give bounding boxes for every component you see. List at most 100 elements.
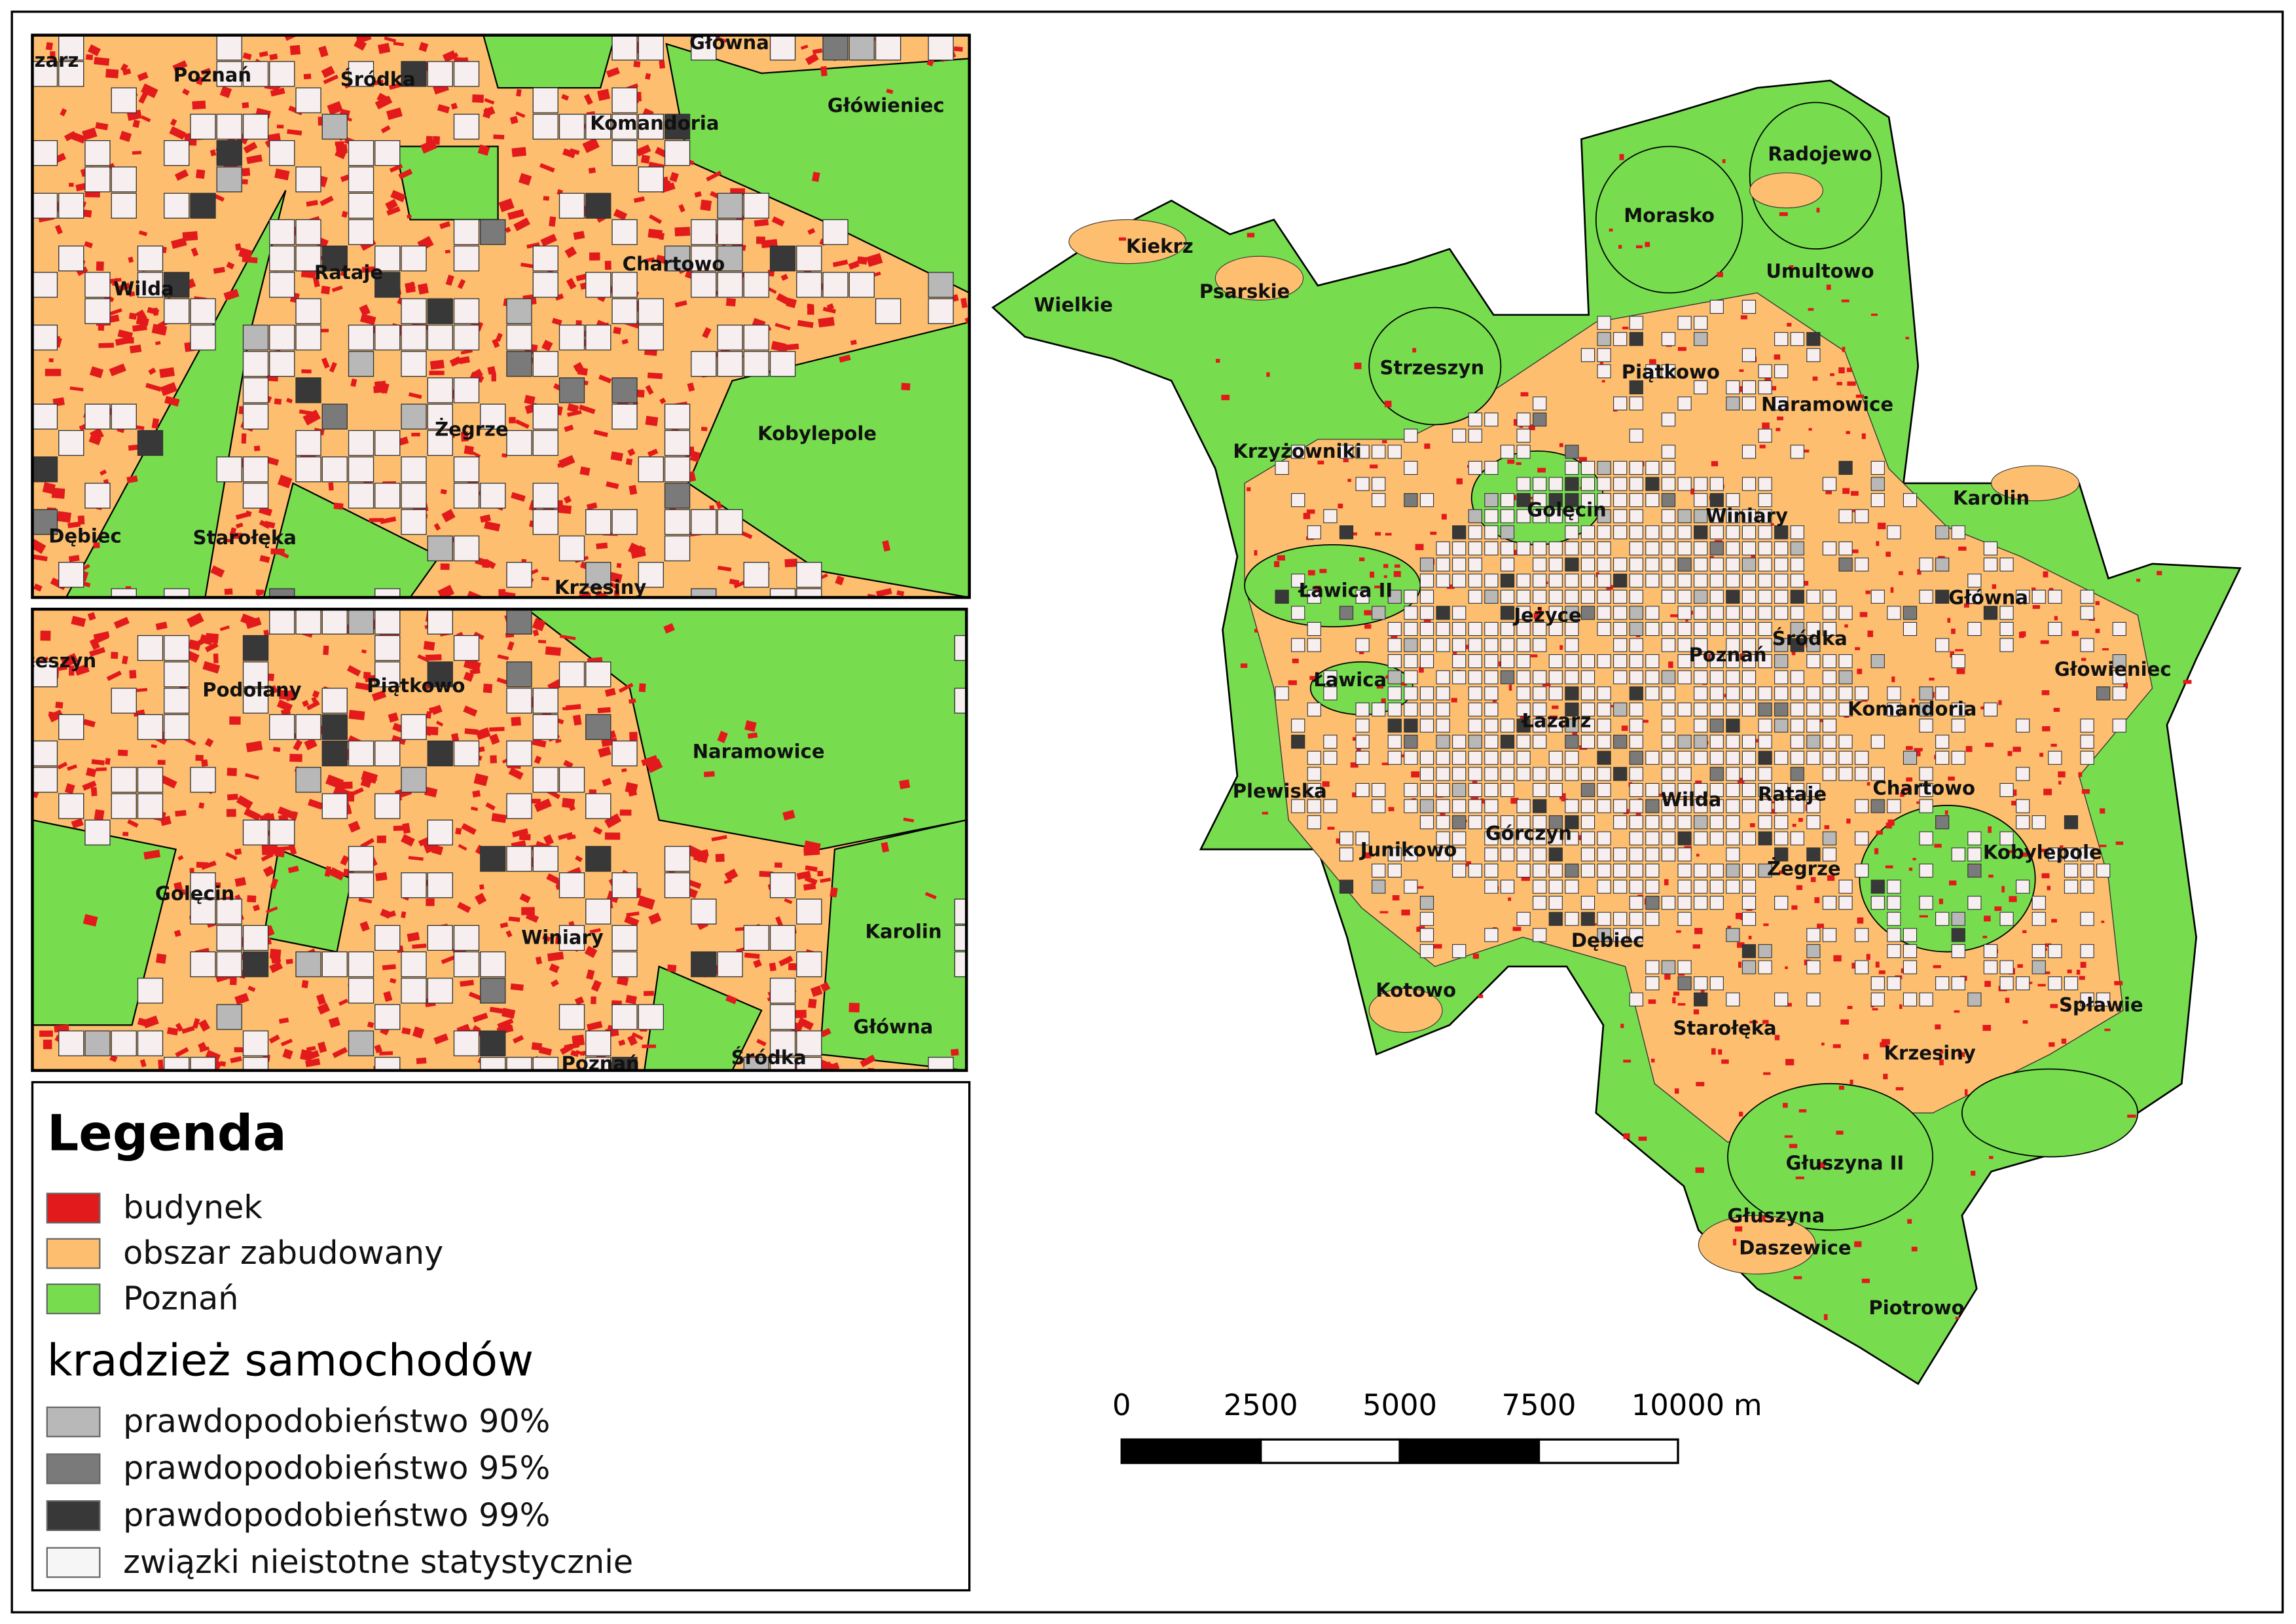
grid-cell: [1790, 638, 1804, 652]
grid-cell: [1500, 574, 1515, 588]
building: [369, 517, 384, 523]
grid-cell: [1372, 863, 1386, 878]
grid-cell: [638, 113, 664, 140]
grid-cell: [1484, 831, 1499, 845]
grid-cell: [585, 272, 611, 298]
grid-cell: [532, 714, 558, 740]
place-label: Piotrowo: [1868, 1297, 1964, 1319]
grid-cell: [954, 688, 967, 714]
grid-cell: [1935, 815, 1950, 830]
building: [472, 1012, 488, 1023]
grid-cell: [1694, 477, 1708, 491]
grid-cell: [32, 193, 58, 219]
grid-cell: [1500, 767, 1515, 781]
building: [753, 959, 762, 969]
grid-cell: [1533, 799, 1547, 813]
grid-cell: [1419, 767, 1434, 781]
place-label: Wielkie: [1034, 293, 1113, 316]
building: [2009, 896, 2017, 902]
grid-cell: [1903, 992, 1918, 1006]
grid-cell: [1500, 670, 1515, 684]
building: [1533, 612, 1540, 619]
grid-cell: [1709, 493, 1724, 507]
grid-cell: [137, 793, 164, 819]
grid-cell: [1694, 621, 1708, 637]
building: [293, 739, 303, 751]
grid-cell: [1726, 879, 1740, 894]
building: [1833, 955, 1842, 962]
grid-cell: [1516, 621, 1531, 637]
building: [1917, 569, 1922, 575]
grid-cell: [1452, 638, 1467, 652]
building: [143, 849, 161, 860]
building: [1886, 551, 1891, 557]
building: [2001, 885, 2005, 893]
grid-cell: [401, 403, 427, 430]
grid-cell: [1726, 992, 1740, 1006]
building: [1768, 386, 1777, 391]
grid-cell: [1645, 606, 1660, 620]
grid-cell: [1597, 831, 1611, 845]
grid-cell: [1468, 541, 1482, 556]
grid-cell: [1404, 428, 1418, 443]
grid-cell: [1533, 896, 1547, 910]
grid-cell: [1436, 670, 1450, 684]
grid-cell: [1951, 718, 1965, 733]
grid-cell: [1790, 557, 1804, 572]
building: [109, 363, 126, 377]
scale-segment: [1398, 1438, 1540, 1464]
place-label: Główna: [1948, 587, 2028, 609]
grid-cell: [453, 324, 480, 351]
grid-cell: [611, 113, 638, 140]
building: [223, 289, 240, 301]
grid-cell: [401, 456, 427, 483]
grid-cell: [1758, 589, 1772, 604]
grid-cell: [295, 609, 321, 635]
building: [82, 209, 92, 218]
grid-cell: [1484, 460, 1499, 475]
building: [1971, 1170, 1976, 1176]
grid-cell: [321, 740, 348, 767]
building: [463, 705, 478, 717]
building: [468, 991, 483, 1001]
grid-cell: [796, 951, 822, 978]
building: [103, 479, 109, 485]
grid-cell: [1758, 863, 1772, 878]
grid-cell: [1516, 413, 1531, 427]
grid-cell: [1999, 557, 2014, 572]
grid-cell: [1919, 831, 1933, 845]
grid-cell: [1355, 783, 1370, 798]
grid-cell: [1935, 525, 1950, 540]
grid-cell: [1548, 718, 1563, 733]
building: [1866, 953, 1870, 960]
building: [234, 877, 247, 887]
grid-cell: [1726, 509, 1740, 523]
grid-cell: [1565, 557, 1579, 572]
grid-cell: [506, 740, 532, 767]
grid-cell: [1484, 863, 1499, 878]
grid-cell: [137, 246, 164, 272]
grid-cell: [1790, 799, 1804, 813]
grid-cell: [1855, 928, 1869, 942]
building: [210, 565, 225, 578]
building: [1787, 323, 1792, 327]
building: [510, 983, 524, 991]
building: [391, 735, 407, 745]
building: [1516, 462, 1522, 466]
grid-cell: [190, 872, 216, 898]
building: [2009, 850, 2016, 853]
building: [1618, 245, 1622, 249]
grid-cell: [1790, 332, 1804, 346]
grid-cell: [1613, 638, 1628, 652]
grid-cell: [1661, 799, 1676, 813]
building: [331, 285, 343, 293]
grid-cell: [1919, 686, 1933, 701]
grid-cell: [1597, 316, 1611, 330]
grid-cell: [1838, 557, 1853, 572]
building: [619, 809, 632, 816]
building: [1774, 1035, 1780, 1041]
building: [1793, 1276, 1802, 1280]
building: [1933, 965, 1941, 969]
grid-cell: [1838, 702, 1853, 717]
grid-cell: [2112, 718, 2126, 733]
